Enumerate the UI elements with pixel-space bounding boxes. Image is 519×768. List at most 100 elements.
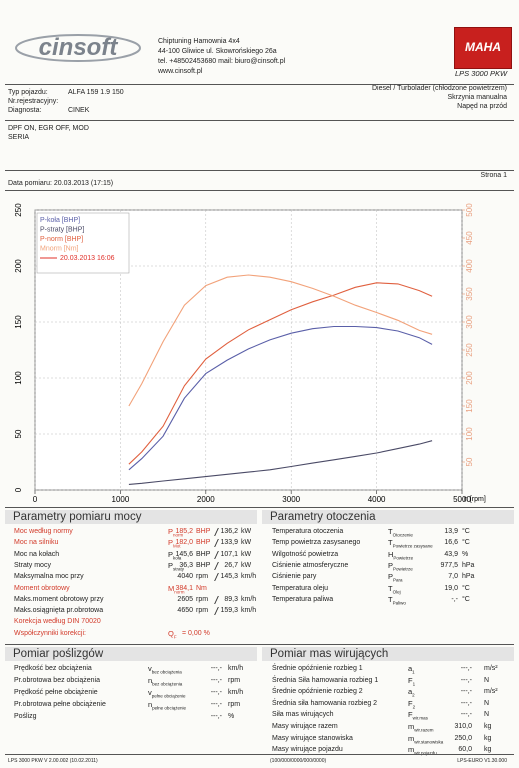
- row-unit: rpm: [196, 595, 209, 603]
- row-symbol: npełne obciążenie: [148, 700, 186, 711]
- page-number: Strona 1: [480, 172, 507, 179]
- row-unit2: km/h: [241, 595, 257, 603]
- y2-tick-label: 100: [465, 427, 474, 441]
- row-unit: °C: [462, 528, 470, 535]
- series-line: [128, 274, 433, 407]
- row-value: 977,5: [440, 561, 458, 569]
- row-value: ---,-: [210, 701, 222, 708]
- field-label: Typ pojazdu:: [8, 89, 48, 96]
- row-symbol: a2: [408, 687, 415, 698]
- row-value: 250,0: [454, 734, 472, 742]
- symbol-sub: koła: [173, 555, 182, 561]
- row-label: Ciśnienie pary: [272, 573, 317, 581]
- row-unit: km/h: [228, 665, 244, 672]
- vehicle-detail: Napęd na przód: [457, 103, 507, 110]
- symbol-sub: Powietrze: [393, 555, 414, 561]
- legend-entry: P-norm [BHP]: [40, 236, 83, 243]
- row-separator: [214, 539, 220, 548]
- row-label: Moment obrotowy: [14, 584, 70, 592]
- field-value: ALFA 159 1.9 150: [68, 89, 124, 96]
- maha-logo: MAHA: [454, 27, 512, 69]
- row-label: Średnie opóźnienie rozbieg 1: [272, 665, 363, 672]
- divider: [5, 507, 514, 508]
- y2-tick-label: 400: [465, 259, 474, 273]
- symbol: m: [408, 733, 415, 743]
- row-value2: 26,7: [224, 561, 238, 569]
- y2-tick-label: 450: [465, 231, 474, 245]
- row-unit: hPa: [462, 561, 475, 569]
- row-label: Pr.obrotowa pełne obciążenie: [14, 701, 106, 708]
- symbol: H: [388, 549, 394, 559]
- symbol-sub: Otoczenie: [392, 532, 413, 538]
- row-symbol: a1: [408, 664, 415, 675]
- row-label: Średnie opóźnienie rozbieg 2: [272, 688, 363, 696]
- y2-tick-label: 350: [465, 287, 474, 301]
- row-label: Maks.moment obrotowy przy: [14, 595, 104, 603]
- symbol: P: [168, 549, 174, 559]
- symbol: P: [168, 560, 174, 570]
- row-label: Temperatura otoczenia: [272, 528, 344, 535]
- row-unit: %: [462, 550, 469, 558]
- row-value: 16,6: [444, 539, 458, 547]
- field-label: Diagnosta:: [8, 107, 42, 114]
- row-value: 4040: [177, 573, 193, 581]
- symbol: P: [388, 560, 394, 570]
- x-tick-label: 3000: [282, 495, 300, 504]
- symbol: P: [168, 527, 174, 536]
- symbol: M: [168, 583, 175, 593]
- row-symbol: PPowietrze: [388, 560, 413, 572]
- row-unit: Nm: [196, 584, 207, 592]
- row-symbol: F1: [408, 676, 416, 687]
- series-line: [128, 440, 433, 485]
- symbol-sub: pełne obciążenie: [152, 705, 186, 711]
- company-line: www.cinsoft.pl: [158, 68, 203, 75]
- row-unit: N: [484, 711, 490, 719]
- vehicle-detail: Diesel / Turbolader (chłodzone powietrze…: [371, 85, 507, 92]
- row-symbol: Pnorm: [168, 527, 184, 538]
- section-title: Parametry otoczenia: [262, 510, 514, 524]
- row-separator: [214, 528, 220, 536]
- symbol-sub: bez obciążenia: [151, 669, 182, 675]
- row-unit: N: [484, 676, 490, 684]
- row-unit2: kW: [241, 550, 252, 558]
- divider: [5, 190, 514, 191]
- row-value: 36,3: [179, 561, 193, 569]
- divider: [5, 84, 514, 85]
- symbol-sub: norm: [173, 532, 184, 538]
- company-info: Chiptuning Hamownia 4x4 44-100 Gliwice ul…: [158, 37, 285, 77]
- series-line: [128, 282, 433, 465]
- y2-tick-label: 300: [465, 315, 474, 329]
- legend-box: [36, 212, 130, 274]
- row-value2: 133,9: [220, 539, 238, 547]
- company-line: 44-100 Gliwice ul. Skowrońskiego 26a: [158, 48, 277, 55]
- symbol: n: [148, 700, 153, 709]
- row-label: Prędkość bez obciążenia: [14, 665, 92, 672]
- symbol-sub: 1: [412, 681, 416, 687]
- symbol-sub: 2: [412, 704, 416, 710]
- maha-text: MAHA: [465, 40, 501, 54]
- row-symbol: nbez obciążenia: [148, 676, 182, 687]
- row-label: Maksymalna moc przy: [14, 573, 84, 581]
- symbol-sub: Mot: [173, 543, 181, 549]
- row-label: Moc na silniku: [14, 539, 59, 547]
- row-unit: °C: [462, 595, 470, 603]
- footer-text: LPS 3000 PKW V 2.00.002 (10.02.2011): [8, 758, 98, 764]
- row-symbol: PPara: [388, 572, 403, 583]
- divider: [5, 120, 514, 121]
- row-unit: rpm: [196, 607, 209, 615]
- row-symbol: Mnorm: [168, 583, 185, 595]
- row-unit2: kW: [241, 539, 252, 547]
- section-title: Parametry pomiaru mocy: [5, 510, 257, 524]
- row-value: ---,-: [210, 713, 222, 720]
- note: DPF ON, EGR OFF, MOD: [8, 125, 89, 132]
- field-label: Nr.rejestracyjny:: [8, 98, 59, 105]
- row-value: ---,-: [460, 676, 472, 684]
- series-line: [128, 325, 433, 471]
- row-unit: kg: [484, 734, 492, 742]
- row-value2: 145,3: [220, 573, 238, 581]
- row-value: ---,-: [210, 677, 222, 684]
- x-tick-label: 1000: [112, 495, 130, 504]
- row-label: Moc na kołach: [14, 550, 60, 558]
- row-value: 185,2: [175, 528, 193, 535]
- symbol-sub: wir.stanowiska: [414, 739, 444, 745]
